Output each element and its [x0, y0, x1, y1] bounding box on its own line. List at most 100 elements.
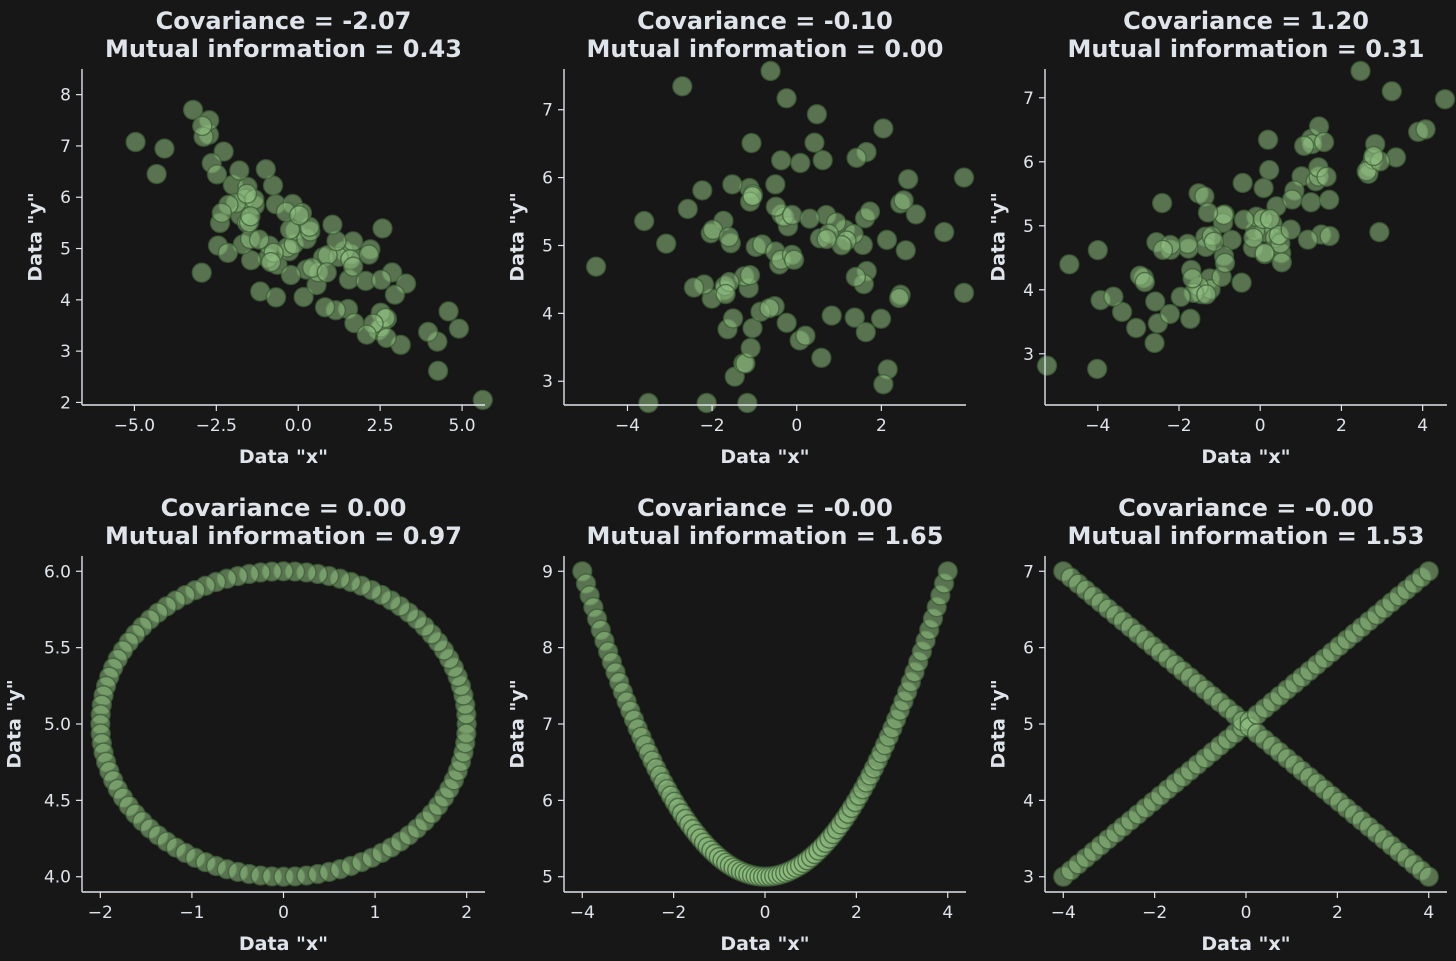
x-tick-label: −2	[661, 903, 686, 923]
scatter-point	[1313, 131, 1335, 153]
scatter-point	[870, 308, 892, 329]
y-tick-label: 9	[542, 562, 553, 582]
scatter-point	[1144, 332, 1165, 354]
scatter-point	[893, 190, 914, 211]
scatter-point	[672, 76, 693, 97]
subplot-title-line2: Mutual information = 0.97	[105, 522, 462, 550]
x-tick-label: 1	[370, 903, 381, 923]
x-tick-label: −1	[179, 903, 204, 923]
scatter-point	[795, 325, 816, 346]
scatter-point	[1177, 233, 1198, 255]
y-tick-label: 2	[60, 393, 71, 413]
scatter-point	[655, 233, 677, 254]
x-tick-label: 2	[876, 416, 887, 436]
x-tick-label: 0	[791, 416, 802, 436]
x-tick-label: −2	[1166, 416, 1191, 436]
x-tick-label: 0	[278, 903, 289, 923]
scatter-point	[585, 256, 607, 277]
scatter-point	[288, 205, 310, 226]
scatter-point	[384, 284, 406, 305]
scatter-point	[953, 282, 975, 304]
scatter-point	[742, 185, 763, 207]
scatter-point	[211, 202, 232, 224]
scatter-point	[855, 321, 877, 343]
subplot-title-line1: Covariance = 0.00	[161, 494, 407, 522]
scatter-point	[722, 174, 743, 195]
scatter-point	[1180, 308, 1201, 330]
scatter-point	[859, 201, 881, 222]
scatter-point	[1231, 272, 1252, 293]
x-tick-label: 0	[1255, 416, 1266, 436]
scatter-point	[1111, 301, 1133, 323]
scatter-point	[722, 308, 744, 329]
y-axis-label: Data "y"	[507, 192, 529, 281]
subplot-title-line2: Mutual information = 0.43	[105, 35, 462, 63]
scatter-point	[417, 321, 439, 343]
scatter-point	[1203, 231, 1225, 253]
scatter-point	[799, 208, 820, 229]
scatter-point	[1134, 271, 1156, 293]
scatter-point	[776, 88, 797, 109]
scatter-point	[1145, 291, 1166, 312]
y-tick-label: 3	[1023, 868, 1034, 888]
scatter-point	[1259, 208, 1281, 230]
x-tick-label: 0	[760, 903, 771, 923]
y-tick-label: 4.5	[44, 791, 71, 811]
scatter-point	[844, 307, 865, 328]
scatter-point	[260, 251, 282, 273]
scatter-point	[1103, 286, 1124, 307]
x-tick-label: 0.0	[285, 416, 312, 436]
scatter-point	[696, 392, 717, 414]
data-points	[125, 99, 493, 411]
scatter-point	[248, 229, 270, 250]
scatter-point	[240, 250, 262, 271]
x-tick-label: −5.0	[114, 416, 155, 436]
x-tick-label: −4	[615, 416, 640, 436]
subplot-title-line2: Mutual information = 0.00	[587, 35, 944, 63]
y-tick-label: 3	[1023, 345, 1034, 365]
scatter-point	[1233, 209, 1255, 230]
x-tick-label: 4	[1423, 903, 1434, 923]
scatter-point	[372, 218, 393, 239]
y-tick-label: 3	[542, 372, 553, 392]
scatter-point	[438, 301, 459, 322]
scatter-point	[192, 115, 213, 137]
scatter-point	[1293, 135, 1315, 157]
x-axis-label: Data "x"	[1201, 933, 1290, 955]
scatter-point	[806, 104, 828, 125]
x-tick-label: 0	[1241, 903, 1252, 923]
scatter-point	[1253, 177, 1274, 199]
scatter-point	[776, 312, 797, 334]
scatter-point	[1151, 192, 1173, 214]
x-tick-label: −2	[88, 903, 113, 923]
subplot-title-line2: Mutual information = 1.53	[1068, 522, 1425, 550]
scatter-point	[845, 266, 867, 288]
x-axis-label: Data "x"	[239, 933, 328, 955]
x-tick-label: 4	[1417, 416, 1428, 436]
scatter-point	[1415, 119, 1436, 140]
scatter-point	[125, 131, 146, 153]
scatter-point	[1418, 561, 1439, 582]
x-tick-label: 2.5	[367, 416, 394, 436]
scatter-point	[737, 392, 758, 414]
scatter-point	[715, 283, 736, 305]
y-tick-label: 4	[60, 291, 71, 311]
scatter-point	[811, 347, 832, 369]
scatter-point	[1319, 189, 1340, 211]
data-points	[572, 561, 958, 887]
data-points	[585, 60, 975, 414]
y-tick-label: 7	[60, 137, 71, 157]
scatter-point	[236, 183, 258, 205]
x-axis-label: Data "x"	[720, 446, 809, 468]
x-tick-label: 2	[461, 903, 472, 923]
scatter-point	[1434, 89, 1456, 110]
scatter-point	[314, 297, 336, 318]
scatter-point	[933, 221, 955, 243]
scatter-point	[1350, 60, 1371, 82]
scatter-point	[1170, 286, 1191, 308]
subplot-title-line1: Covariance = -2.07	[156, 7, 412, 35]
